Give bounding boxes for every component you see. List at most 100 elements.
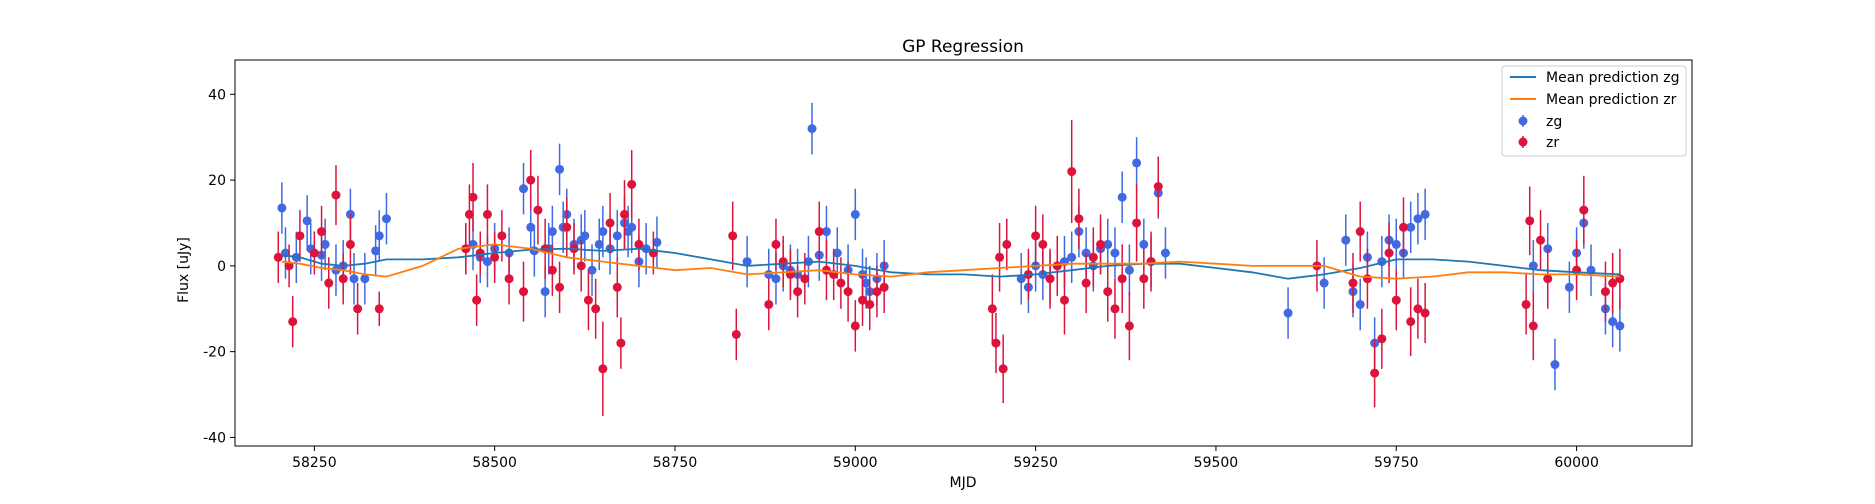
data-point-zr <box>1059 295 1069 305</box>
data-point-zr <box>1384 248 1394 258</box>
x-axis-label: MJD <box>950 475 977 491</box>
data-point-zr <box>468 192 478 202</box>
legend-swatch-marker <box>1518 116 1528 126</box>
x-tick-label: 58500 <box>472 455 517 471</box>
data-point-zr <box>338 274 348 284</box>
data-point-zr <box>464 209 474 219</box>
data-point-zg <box>1355 299 1365 309</box>
data-point-zg <box>302 216 312 226</box>
data-point-zr <box>771 239 781 249</box>
data-point-zg <box>1413 214 1423 224</box>
x-tick-label: 59000 <box>833 455 878 471</box>
data-point-zr <box>836 278 846 288</box>
data-point-zr <box>1002 239 1012 249</box>
data-point-zr <box>284 261 294 271</box>
data-point-zr <box>1124 321 1134 331</box>
data-point-zg <box>371 246 381 256</box>
data-point-zr <box>1406 317 1416 327</box>
data-point-zr <box>273 252 283 262</box>
data-point-zr <box>1117 274 1127 284</box>
data-point-zr <box>345 239 355 249</box>
data-point-zr <box>1139 274 1149 284</box>
data-point-zg <box>349 274 359 284</box>
data-point-zr <box>627 179 637 189</box>
data-point-zr <box>858 295 868 305</box>
data-point-zr <box>1370 368 1380 378</box>
legend-label: Mean prediction zg <box>1546 70 1680 86</box>
x-tick-label: 59500 <box>1194 455 1239 471</box>
data-point-zg <box>598 227 608 237</box>
y-tick-label: 20 <box>208 173 226 189</box>
data-point-zr <box>1110 304 1120 314</box>
plot-frame <box>234 59 1693 447</box>
data-point-zr <box>728 231 738 241</box>
data-point-zr <box>998 364 1008 374</box>
data-point-zr <box>1543 274 1553 284</box>
data-point-zg <box>587 265 597 275</box>
y-tick-label: -40 <box>203 430 226 446</box>
data-point-zg <box>580 231 590 241</box>
data-point-zr <box>800 274 810 284</box>
data-point-zg <box>1420 209 1430 219</box>
data-point-zg <box>555 164 565 174</box>
data-point-zr <box>1521 299 1531 309</box>
data-point-zr <box>1355 227 1365 237</box>
data-point-zr <box>1045 274 1055 284</box>
data-point-zg <box>1615 321 1625 331</box>
data-point-zg <box>1124 265 1134 275</box>
data-point-zg <box>1117 192 1127 202</box>
legend-swatch-marker <box>1518 137 1528 147</box>
data-point-zg <box>1550 360 1560 370</box>
data-point-zr <box>374 304 384 314</box>
data-point-zg <box>627 222 637 232</box>
data-point-zr <box>547 265 557 275</box>
data-point-zr <box>843 287 853 297</box>
data-point-zr <box>1377 334 1387 344</box>
data-point-zr <box>472 295 482 305</box>
data-point-zr <box>1096 239 1106 249</box>
data-point-zg <box>1319 278 1329 288</box>
data-point-zr <box>353 304 363 314</box>
data-point-zg <box>1160 248 1170 258</box>
data-point-zr <box>1413 304 1423 314</box>
y-tick-label: 0 <box>217 259 226 275</box>
data-point-zg <box>612 231 622 241</box>
legend-label: zr <box>1546 135 1559 151</box>
data-point-zg <box>320 239 330 249</box>
data-point-zr <box>1031 231 1041 241</box>
data-point-zg <box>482 257 492 267</box>
data-point-zr <box>562 222 572 232</box>
legend-frame <box>1501 65 1687 157</box>
x-tick-label: 58250 <box>292 455 337 471</box>
data-point-zr <box>331 190 341 200</box>
data-point-zr <box>1052 261 1062 271</box>
data-point-zr <box>1600 287 1610 297</box>
data-point-zr <box>591 304 601 314</box>
plot-area <box>273 102 1625 416</box>
data-point-zr <box>526 175 536 185</box>
data-point-zg <box>1391 239 1401 249</box>
data-point-zr <box>616 338 626 348</box>
data-point-zg <box>1139 239 1149 249</box>
line-mean-prediction-zr <box>281 243 1620 280</box>
data-point-zr <box>1067 167 1077 177</box>
data-point-zg <box>1528 261 1538 271</box>
data-point-zr <box>1608 278 1618 288</box>
data-point-zg <box>1283 308 1293 318</box>
data-point-zr <box>731 329 741 339</box>
data-point-zg <box>1132 158 1142 168</box>
data-point-zr <box>619 209 629 219</box>
line-mean-prediction-zg <box>281 247 1620 280</box>
data-point-zr <box>309 248 319 258</box>
data-point-zr <box>1391 295 1401 305</box>
y-tick-label: -20 <box>203 345 226 361</box>
y-axis-label: Flux [uJy] <box>176 237 192 303</box>
data-point-zg <box>652 237 662 247</box>
data-point-zg <box>360 274 370 284</box>
y-tick-label: 40 <box>208 87 226 103</box>
data-point-zr <box>1081 278 1091 288</box>
x-tick-label: 59250 <box>1013 455 1058 471</box>
data-point-zr <box>324 278 334 288</box>
data-point-zg <box>1016 274 1026 284</box>
